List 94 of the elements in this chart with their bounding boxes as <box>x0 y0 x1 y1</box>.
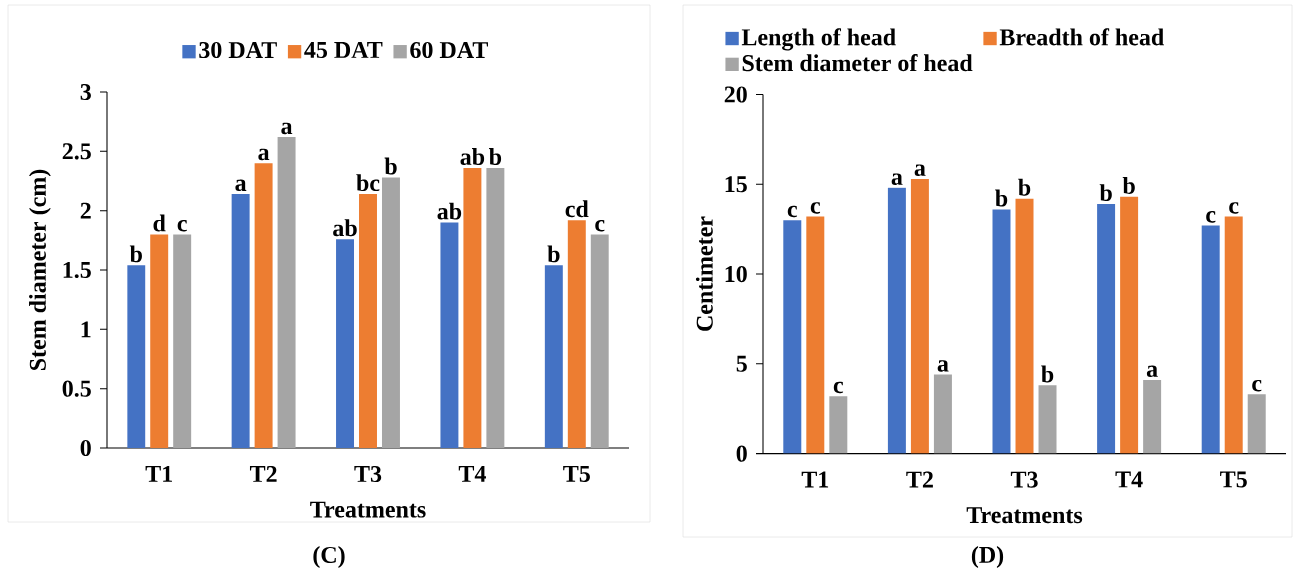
y-tick-label: 3 <box>80 83 91 101</box>
data-label: d <box>153 214 166 232</box>
data-label: a <box>235 179 247 192</box>
bar <box>173 234 192 449</box>
bar <box>1120 196 1139 454</box>
data-label: c <box>177 219 187 232</box>
bar <box>486 167 505 449</box>
data-label: ab <box>460 148 485 166</box>
x-tick-label: T5 <box>1220 471 1247 488</box>
legend-label: 60 DAT <box>410 41 488 59</box>
x-tick-label: T4 <box>458 465 486 482</box>
legend-label: Breadth of head <box>999 28 1165 46</box>
legend-label: 30 DAT <box>199 41 277 59</box>
bar <box>806 216 825 454</box>
data-label: b <box>1018 178 1031 196</box>
data-label: ab <box>437 202 462 220</box>
bar <box>336 239 355 449</box>
bar <box>1015 198 1034 454</box>
y-tick-label: 2 <box>80 202 91 219</box>
text: (C) <box>313 546 345 568</box>
data-label: c <box>810 202 821 214</box>
data-label: b <box>129 245 142 263</box>
bar <box>150 234 169 449</box>
bar <box>590 234 609 449</box>
data-label: c <box>595 219 605 232</box>
data-label: b <box>995 189 1008 207</box>
legend-label: 45 DAT <box>304 41 383 59</box>
x-tick-label: T2 <box>906 471 933 488</box>
data-label: b <box>384 157 397 175</box>
bar <box>992 209 1011 454</box>
bar <box>277 137 296 449</box>
data-label: b <box>1041 365 1054 383</box>
y-tick-label: 1.5 <box>63 261 91 279</box>
data-label: ab <box>333 219 357 237</box>
y-tick-label: 10 <box>725 265 747 283</box>
bar <box>829 396 848 454</box>
y-tick-label: 0 <box>736 445 747 462</box>
x-tick-label: T3 <box>1010 471 1038 488</box>
bar <box>783 220 802 454</box>
data-label: c <box>1206 211 1216 223</box>
x-axis-title: Treatments <box>966 507 1083 524</box>
data-label: a <box>914 164 926 176</box>
x-axis-title: Treatments <box>310 501 426 518</box>
y-axis-title: Centimeter <box>695 216 713 331</box>
data-label: b <box>1099 184 1112 202</box>
bar <box>933 374 952 454</box>
bar <box>1143 379 1162 454</box>
bar <box>382 177 400 449</box>
bar <box>1097 204 1116 454</box>
data-label: bc <box>356 174 380 192</box>
bar <box>544 265 563 449</box>
bar <box>463 167 482 449</box>
data-label: a <box>258 148 270 161</box>
data-label: c <box>787 205 798 218</box>
bar <box>1201 225 1220 454</box>
bar <box>440 222 459 449</box>
data-label: b <box>547 245 560 263</box>
x-tick-label: T2 <box>249 465 277 482</box>
data-label: c <box>833 381 844 394</box>
bar <box>567 220 586 449</box>
y-tick-label: 0.5 <box>62 380 91 397</box>
data-label: a <box>937 360 949 372</box>
y-tick-label: 1 <box>81 321 91 338</box>
legend-label: Stem diameter of head <box>742 54 973 72</box>
y-axis-title: Stem diameter (cm) <box>29 169 51 371</box>
data-label: cd <box>565 200 589 218</box>
y-tick-label: 2.5 <box>62 143 91 160</box>
data-label: a <box>281 122 293 135</box>
bar <box>1247 394 1266 454</box>
x-tick-label: T1 <box>801 471 829 488</box>
x-tick-label: T1 <box>145 465 172 482</box>
bar <box>887 187 906 454</box>
bar <box>359 194 377 449</box>
legend-label: Length of head <box>741 28 896 51</box>
bar <box>1224 216 1243 454</box>
y-tick-label: 15 <box>725 176 747 193</box>
y-tick-label: 20 <box>724 86 747 103</box>
bar <box>127 265 146 449</box>
x-tick-label: T4 <box>1115 471 1143 488</box>
data-label: c <box>1252 379 1262 392</box>
data-label: b <box>1122 177 1135 194</box>
data-label: c <box>1229 202 1239 214</box>
text: (D) <box>971 546 1004 568</box>
x-tick-label: T5 <box>563 465 590 482</box>
x-tick-label: T3 <box>354 465 382 483</box>
data-label: b <box>489 148 502 166</box>
data-label: a <box>891 173 903 185</box>
y-tick-label: 0 <box>80 439 91 457</box>
bar <box>910 178 929 454</box>
y-tick-label: 5 <box>736 355 747 372</box>
bar <box>254 163 273 449</box>
data-label: a <box>1146 365 1158 378</box>
bar <box>1038 385 1057 454</box>
bar <box>231 194 250 449</box>
